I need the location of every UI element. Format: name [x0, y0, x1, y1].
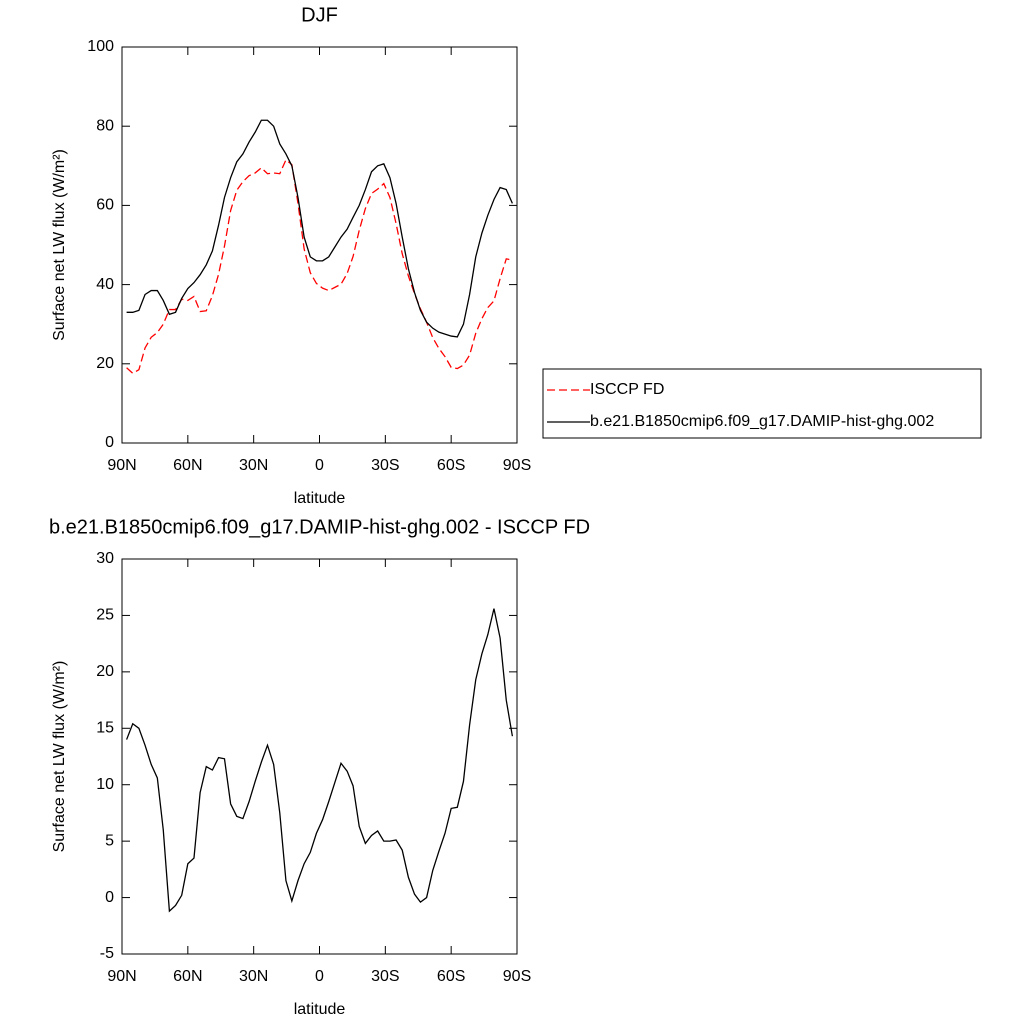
- y-tick-label: 0: [105, 889, 114, 906]
- legend-label: b.e21.B1850cmip6.f09_g17.DAMIP-hist-ghg.…: [590, 413, 934, 430]
- x-tick-label: 60N: [173, 457, 202, 474]
- x-tick-label: 90N: [107, 968, 136, 985]
- y-tick-label: 15: [96, 720, 114, 737]
- legend-label: ISCCP FD: [590, 381, 664, 398]
- y-tick-label: 40: [96, 276, 114, 293]
- plot-frame: [121, 46, 518, 444]
- x-tick-label: 30N: [239, 457, 268, 474]
- y-axis-label: Surface net LW flux (W/m²): [51, 661, 68, 853]
- legend-box: [542, 368, 982, 439]
- x-tick-label: 30S: [371, 457, 399, 474]
- x-axis-label: latitude: [294, 1001, 346, 1018]
- y-tick-label: 5: [105, 832, 114, 849]
- x-axis-label: latitude: [294, 490, 346, 507]
- y-tick-label: 20: [96, 355, 114, 372]
- y-tick-label: 80: [96, 117, 114, 134]
- x-tick-label: 60S: [437, 968, 465, 985]
- data-line: [126, 608, 514, 913]
- x-tick-label: 0: [315, 968, 324, 985]
- y-tick-label: 60: [96, 197, 114, 214]
- x-tick-label: 90N: [107, 457, 136, 474]
- x-tick-label: 0: [315, 457, 324, 474]
- y-tick-label: 10: [96, 776, 114, 793]
- x-tick-label: 90S: [503, 457, 531, 474]
- x-tick-label: 30N: [239, 968, 268, 985]
- data-line: [126, 158, 513, 375]
- y-tick-label: 0: [105, 434, 114, 451]
- chart-title: DJF: [301, 4, 338, 26]
- y-tick-label: 30: [96, 550, 114, 567]
- x-tick-label: 90S: [503, 968, 531, 985]
- y-tick-label: 25: [96, 607, 114, 624]
- y-axis-label: Surface net LW flux (W/m²): [51, 149, 68, 341]
- data-line: [126, 119, 513, 338]
- y-tick-label: -5: [100, 945, 114, 962]
- x-tick-label: 60S: [437, 457, 465, 474]
- x-tick-label: 60N: [173, 968, 202, 985]
- y-tick-label: 100: [87, 38, 114, 55]
- chart-title: b.e21.B1850cmip6.f09_g17.DAMIP-hist-ghg.…: [49, 516, 590, 538]
- y-tick-label: 20: [96, 663, 114, 680]
- x-tick-label: 30S: [371, 968, 399, 985]
